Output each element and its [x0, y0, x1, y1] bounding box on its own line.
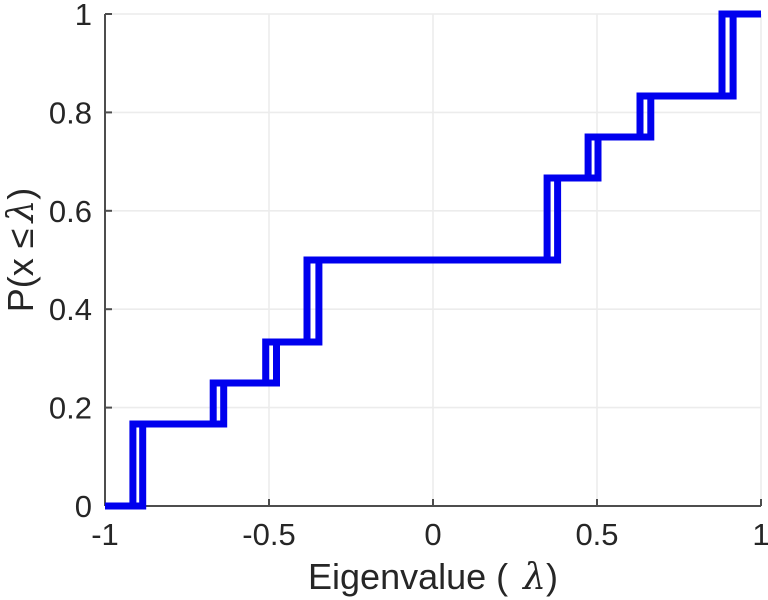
- y-tick-label: 0.8: [49, 95, 92, 130]
- x-tick-label: -0.5: [242, 517, 295, 552]
- lambda-symbol: λ: [1, 199, 42, 223]
- y-tick-label: 1: [75, 0, 92, 32]
- y-axis-label-text: P(x ≤: [0, 228, 41, 313]
- y-tick-label: 0.4: [49, 292, 92, 327]
- x-axis-label-close-paren: ): [545, 556, 558, 597]
- x-tick-label: -1: [91, 517, 119, 552]
- ecdf-step-curve-2: [105, 10, 761, 510]
- x-axis-label-text: Eigenvalue (: [308, 556, 509, 597]
- y-tick-label: 0.6: [49, 194, 92, 229]
- y-axis-label: P(x ≤ λ): [0, 188, 42, 313]
- x-tick-label: 1: [752, 517, 768, 552]
- lambda-symbol: λ: [523, 557, 546, 598]
- x-axis-label: Eigenvalue ( λ): [105, 556, 761, 598]
- x-tick-label: 0: [424, 517, 441, 552]
- x-tick-label: 0.5: [575, 517, 618, 552]
- y-tick-label: 0: [75, 489, 92, 524]
- y-axis-label-close-paren: ): [0, 187, 41, 200]
- y-tick-label: 0.2: [49, 391, 92, 426]
